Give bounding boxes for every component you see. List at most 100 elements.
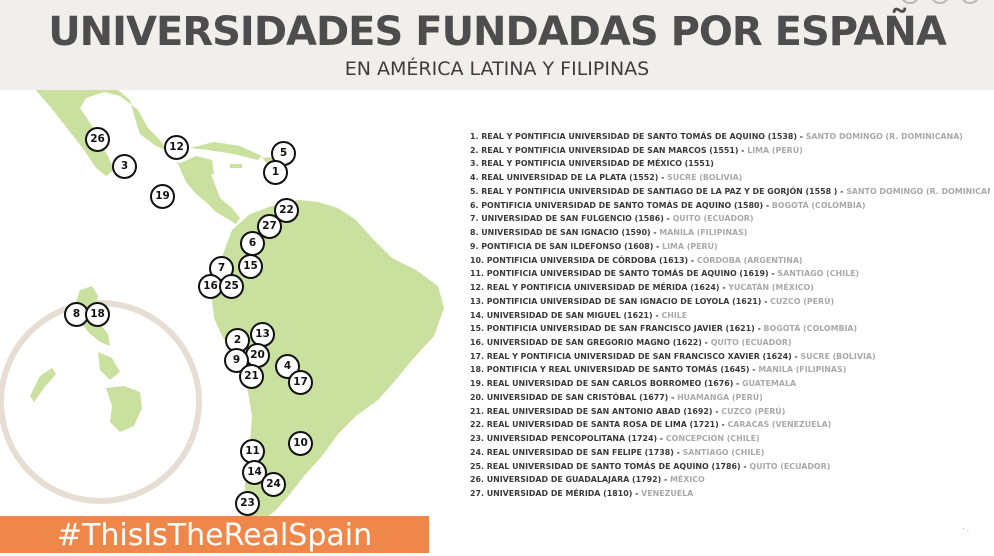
university-name: 9. PONTIFICIA DE SAN ILDEFONSO (1608) [470, 241, 654, 251]
marker-13: 13 [250, 322, 275, 347]
university-name: 15. PONTIFICIA UNIVERSIDAD DE SAN FRANCI… [470, 324, 755, 334]
university-name: 3. REAL Y PONTIFICIA UNIVERSIDAD DE MÉXI… [470, 159, 714, 169]
university-location: YUCATÁN (MÉXICO) [728, 283, 814, 293]
separator: - [733, 379, 743, 389]
marker-15: 15 [238, 254, 263, 279]
university-name: 16. UNIVERSIDAD DE SAN GREGORIO MAGNO (1… [470, 338, 702, 348]
university-location: BOGOTÁ (COLOMBIA) [771, 200, 866, 210]
university-name: 2. REAL Y PONTIFICIA UNIVERSIDAD DE SAN … [470, 145, 739, 155]
page-subtitle: EN AMÉRICA LATINA Y FILIPINAS [344, 58, 650, 80]
separator: - [701, 338, 711, 348]
university-name: 23. UNIVERSIDAD PENCOPOLITANA (1724) [470, 434, 658, 444]
university-name: 12. REAL Y PONTIFICIA UNIVERSIDAD DE MÉR… [470, 283, 720, 293]
cuba [190, 142, 262, 160]
mindanao [106, 386, 142, 432]
university-location: CARACAS (VENEZUELA) [727, 420, 832, 430]
list-item: 22. REAL UNIVERSIDAD DE SANTA ROSA DE LI… [470, 418, 990, 432]
page-title: UNIVERSIDADES FUNDADAS POR ESPAÑA [48, 9, 947, 55]
separator: - [763, 200, 772, 210]
separator: - [653, 241, 663, 251]
list-item: 4. REAL UNIVERSIDAD DE LA PLATA (1552) -… [470, 171, 990, 185]
marker-14: 14 [242, 460, 267, 485]
university-location: CUZCO (PERÚ) [770, 296, 835, 306]
university-location: SANTO DOMINGO (R. DOMINICANA) [805, 132, 963, 141]
separator: - [650, 228, 660, 238]
separator: - [754, 324, 764, 334]
list-item: 16. UNIVERSIDAD DE SAN GREGORIO MAGNO (1… [470, 336, 990, 350]
university-name: 5. REAL Y PONTIFICIA UNIVERSIDAD DE SANT… [470, 186, 838, 196]
marker-23: 23 [235, 491, 260, 516]
list-item: 15. PONTIFICIA UNIVERSIDAD DE SAN FRANCI… [470, 322, 990, 336]
mexico-landmass [36, 90, 240, 224]
marker-19: 19 [150, 184, 175, 209]
university-location: CUZCO (PERÚ) [721, 406, 786, 416]
university-name: 7. UNIVERSIDAD DE SAN FULGENCIO (1586) [470, 214, 664, 224]
list-item: 7. UNIVERSIDAD DE SAN FULGENCIO (1586) -… [470, 212, 990, 226]
list-item: 14. UNIVERSIDAD DE SAN MIGUEL (1621) - C… [470, 309, 990, 323]
separator: - [768, 269, 778, 279]
university-location: BOGOTÁ (COLOMBIA) [763, 324, 858, 334]
south-america [212, 200, 444, 520]
university-location: SANTIAGO (CHILE) [682, 447, 765, 457]
separator: - [738, 145, 748, 155]
separator: - [688, 255, 697, 265]
list-item: 10. PONTIFICIA UNIVERSIDA DE CÓRDOBA (16… [470, 254, 990, 268]
university-location: SANTIAGO (CHILE) [777, 269, 860, 279]
list-item: 25. REAL UNIVERSIDAD DE SANTO TOMÁS DE A… [470, 460, 990, 474]
marker-18: 18 [85, 302, 110, 327]
university-name: 22. REAL UNIVERSIDAD DE SANTA ROSA DE LI… [470, 420, 719, 430]
marker-10: 10 [288, 431, 313, 456]
list-item: 11. PONTIFICIA UNIVERSIDAD DE SANTO TOMÁ… [470, 267, 990, 281]
university-location: QUITO (ECUADOR) [672, 214, 754, 224]
list-item: 17. REAL Y PONTIFICIA UNIVERSIDAD DE SAN… [470, 350, 990, 364]
university-name: 20. UNIVERSIDAD DE SAN CRISTÓBAL (1677) [470, 392, 669, 402]
university-name: 17. REAL Y PONTIFICIA UNIVERSIDAD DE SAN… [470, 351, 792, 361]
list-item: 20. UNIVERSIDAD DE SAN CRISTÓBAL (1677) … [470, 391, 990, 405]
marker-6: 6 [240, 231, 265, 256]
list-item: 23. UNIVERSIDAD PENCOPOLITANA (1724) - C… [470, 432, 990, 446]
marker-3: 3 [112, 154, 137, 179]
separator: - [632, 489, 642, 499]
marker-21: 21 [239, 364, 264, 389]
list-item: 24. REAL UNIVERSIDAD DE SAN FELIPE (1738… [470, 446, 990, 460]
university-name: 27. UNIVERSIDAD DE MÉRIDA (1810) [470, 489, 633, 499]
university-location: SUCRE (BOLIVIA) [667, 173, 743, 183]
marker-25: 25 [219, 274, 244, 299]
separator: - [796, 132, 806, 141]
university-location: MÉXICO [669, 475, 705, 485]
university-name: 6. PONTIFICIA UNIVERSIDAD DE SANTO TOMÁS… [470, 200, 764, 210]
list-item: 9. PONTIFICIA DE SAN ILDEFONSO (1608) - … [470, 240, 990, 254]
top-decoration [902, 0, 978, 4]
separator: - [673, 447, 683, 457]
university-name: 1. REAL Y PONTIFICIA UNIVERSIDAD DE SANT… [470, 132, 797, 141]
separator: - [719, 283, 729, 293]
university-location: GUATEMALA [742, 379, 797, 389]
marker-11: 11 [240, 439, 265, 464]
marker-5: 5 [271, 141, 296, 166]
university-name: 14. UNIVERSIDAD DE SAN MIGUEL (1621) [470, 310, 653, 320]
university-location: MANILA (FILIPINAS) [758, 365, 847, 375]
university-location: QUITO (ECUADOR) [710, 338, 792, 348]
separator: - [749, 365, 759, 375]
university-location: QUITO (ECUADOR) [749, 461, 831, 471]
university-location: CÓRDOBA (ARGENTINA) [696, 255, 803, 265]
list-item: 1. REAL Y PONTIFICIA UNIVERSIDAD DE SANT… [470, 130, 990, 144]
university-location: CONCEPCIÓN (CHILE) [665, 434, 760, 444]
university-name: 18. PONTIFICIA Y REAL UNIVERSIDAD DE SAN… [470, 365, 750, 375]
separator: - [657, 434, 666, 444]
separator: - [661, 475, 670, 485]
university-location: LIMA (PERÚ) [747, 145, 803, 155]
separator: - [740, 461, 750, 471]
yucatan [178, 156, 214, 176]
university-location: SUCRE (BOLIVIA) [800, 351, 876, 361]
separator: - [791, 351, 801, 361]
marker-26: 26 [85, 127, 110, 152]
header-band: UNIVERSIDADES FUNDADAS POR ESPAÑA EN AMÉ… [0, 0, 994, 90]
marker-9: 9 [224, 348, 249, 373]
marker-17: 17 [288, 370, 313, 395]
corner-mark: · . [962, 524, 970, 533]
list-item: 8. UNIVERSIDAD DE SAN IGNACIO (1590) - M… [470, 226, 990, 240]
list-item: 13. PONTIFICIA UNIVERSIDAD DE SAN IGNACI… [470, 295, 990, 309]
hashtag-banner: #ThisIsTheRealSpain [0, 516, 429, 553]
marker-24: 24 [261, 472, 286, 497]
